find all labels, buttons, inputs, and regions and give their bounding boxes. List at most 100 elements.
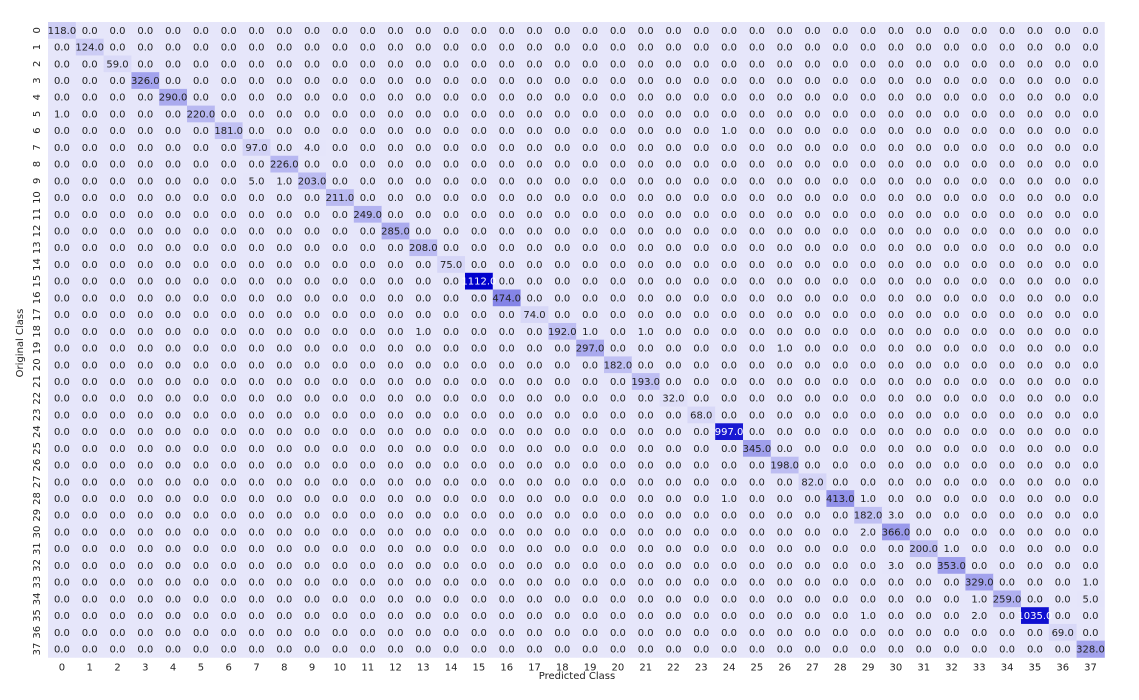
heatmap-cell <box>48 339 77 357</box>
y-tick-label: 1 <box>32 44 43 50</box>
cell-value-label: 0.0 <box>1055 227 1071 238</box>
heatmap-cell <box>743 72 772 90</box>
cell-value-label: 0.0 <box>916 561 932 572</box>
cell-value-label: 0.0 <box>499 611 515 622</box>
cell-value-label: 0.0 <box>471 527 487 538</box>
cell-value-label: 0.0 <box>471 126 487 137</box>
cell-value-label: 0.0 <box>137 26 153 37</box>
heatmap-cell <box>326 322 355 341</box>
cell-value-label: 0.0 <box>666 243 682 254</box>
cell-value-label: 0.0 <box>165 527 181 538</box>
cell-value-label: 0.0 <box>193 76 209 87</box>
cell-value-label: 0.0 <box>721 461 737 472</box>
cell-value-label: 0.0 <box>777 126 793 137</box>
cell-value-label: 0.0 <box>916 477 932 488</box>
heatmap-cell <box>298 55 327 73</box>
cell-value-label: 0.0 <box>276 477 292 488</box>
cell-value-label: 0.0 <box>832 544 848 555</box>
cell-value-label: 0.0 <box>165 176 181 187</box>
cell-value-label: 0.0 <box>944 377 960 388</box>
cell-value-label: 0.0 <box>999 511 1015 522</box>
heatmap-cell <box>937 272 966 290</box>
cell-value-label: 0.0 <box>193 645 209 656</box>
cell-value-label: 0.0 <box>415 444 431 455</box>
heatmap-cell <box>214 339 243 357</box>
heatmap-cell <box>659 289 688 307</box>
cell-value-label: 0.0 <box>582 59 598 70</box>
heatmap-cell <box>604 88 633 106</box>
heatmap-cell <box>965 239 994 257</box>
cell-value-label: 0.0 <box>471 444 487 455</box>
heatmap-cell <box>548 72 577 90</box>
heatmap-cell <box>520 172 549 190</box>
heatmap-cell <box>993 256 1022 274</box>
cell-value-label: 0.0 <box>916 427 932 438</box>
heatmap-cell <box>353 105 382 123</box>
heatmap-cell <box>882 356 911 374</box>
heatmap-cell <box>854 105 883 123</box>
cell-value-label: 0.0 <box>110 461 126 472</box>
cell-value-label: 0.0 <box>805 160 821 171</box>
heatmap-cell <box>131 105 160 123</box>
cell-value-label: 0.0 <box>610 511 626 522</box>
heatmap-cell <box>687 256 716 274</box>
cell-value-label: 0.0 <box>276 494 292 505</box>
heatmap-cell <box>520 205 549 224</box>
cell-value-label: 0.0 <box>165 511 181 522</box>
heatmap-cell <box>465 88 494 106</box>
cell-value-label: 0.0 <box>721 76 737 87</box>
heatmap-cell <box>854 55 883 73</box>
cell-value-label: 0.0 <box>360 394 376 405</box>
heatmap-cell <box>520 222 549 240</box>
cell-value-label: 0.0 <box>471 327 487 338</box>
cell-value-label: 1.0 <box>721 494 737 505</box>
cell-value-label: 0.0 <box>610 461 626 472</box>
heatmap-cell <box>381 55 410 73</box>
heatmap-cell <box>242 356 271 374</box>
cell-value-label: 0.0 <box>888 260 904 271</box>
cell-value-label: 0.0 <box>193 611 209 622</box>
heatmap-cell <box>326 88 355 106</box>
cell-value-label: 0.0 <box>332 611 348 622</box>
heatmap-cell <box>75 440 104 458</box>
heatmap-cell <box>993 423 1022 441</box>
cell-value-label: 0.0 <box>638 544 654 555</box>
cell-value-label: 0.0 <box>221 477 237 488</box>
heatmap-cell <box>242 322 271 341</box>
heatmap-cell <box>909 389 938 407</box>
cell-value-label: 0.0 <box>499 93 515 104</box>
cell-value-label: 0.0 <box>582 277 598 288</box>
heatmap-cell <box>409 306 438 324</box>
cell-value-label: 0.0 <box>888 227 904 238</box>
cell-value-label: 0.0 <box>693 611 709 622</box>
cell-value-label: 0.0 <box>304 260 320 271</box>
cell-value-label: 0.0 <box>443 360 459 371</box>
heatmap-cell <box>131 38 160 56</box>
cell-value-label: 0.0 <box>1055 176 1071 187</box>
cell-value-label: 0.0 <box>610 193 626 204</box>
heatmap-cell <box>75 205 104 224</box>
heatmap-cell <box>882 122 911 140</box>
heatmap-cell <box>854 389 883 407</box>
heatmap-cell <box>131 122 160 140</box>
cell-value-label: 0.0 <box>249 527 265 538</box>
cell-value-label: 0.0 <box>916 344 932 355</box>
cell-value-label: 0.0 <box>860 43 876 54</box>
cell-value-label: 0.0 <box>332 561 348 572</box>
cell-value-label: 0.0 <box>82 59 98 70</box>
heatmap-cell <box>1076 55 1105 73</box>
cell-value-label: 0.0 <box>805 360 821 371</box>
heatmap-cell <box>770 55 799 73</box>
heatmap-cell <box>326 205 355 224</box>
cell-value-label: 0.0 <box>860 427 876 438</box>
heatmap-cell <box>1048 205 1077 224</box>
heatmap-cell <box>743 22 772 40</box>
y-tick-label: 18 <box>32 325 43 338</box>
cell-value-label: 0.0 <box>749 578 765 589</box>
cell-value-label: 0.0 <box>388 327 404 338</box>
cell-value-label: 0.0 <box>360 277 376 288</box>
cell-value-label: 0.0 <box>388 561 404 572</box>
cell-value-label: 0.0 <box>388 628 404 639</box>
cell-value-label: 0.0 <box>304 160 320 171</box>
cell-value-label: 0.0 <box>1055 427 1071 438</box>
